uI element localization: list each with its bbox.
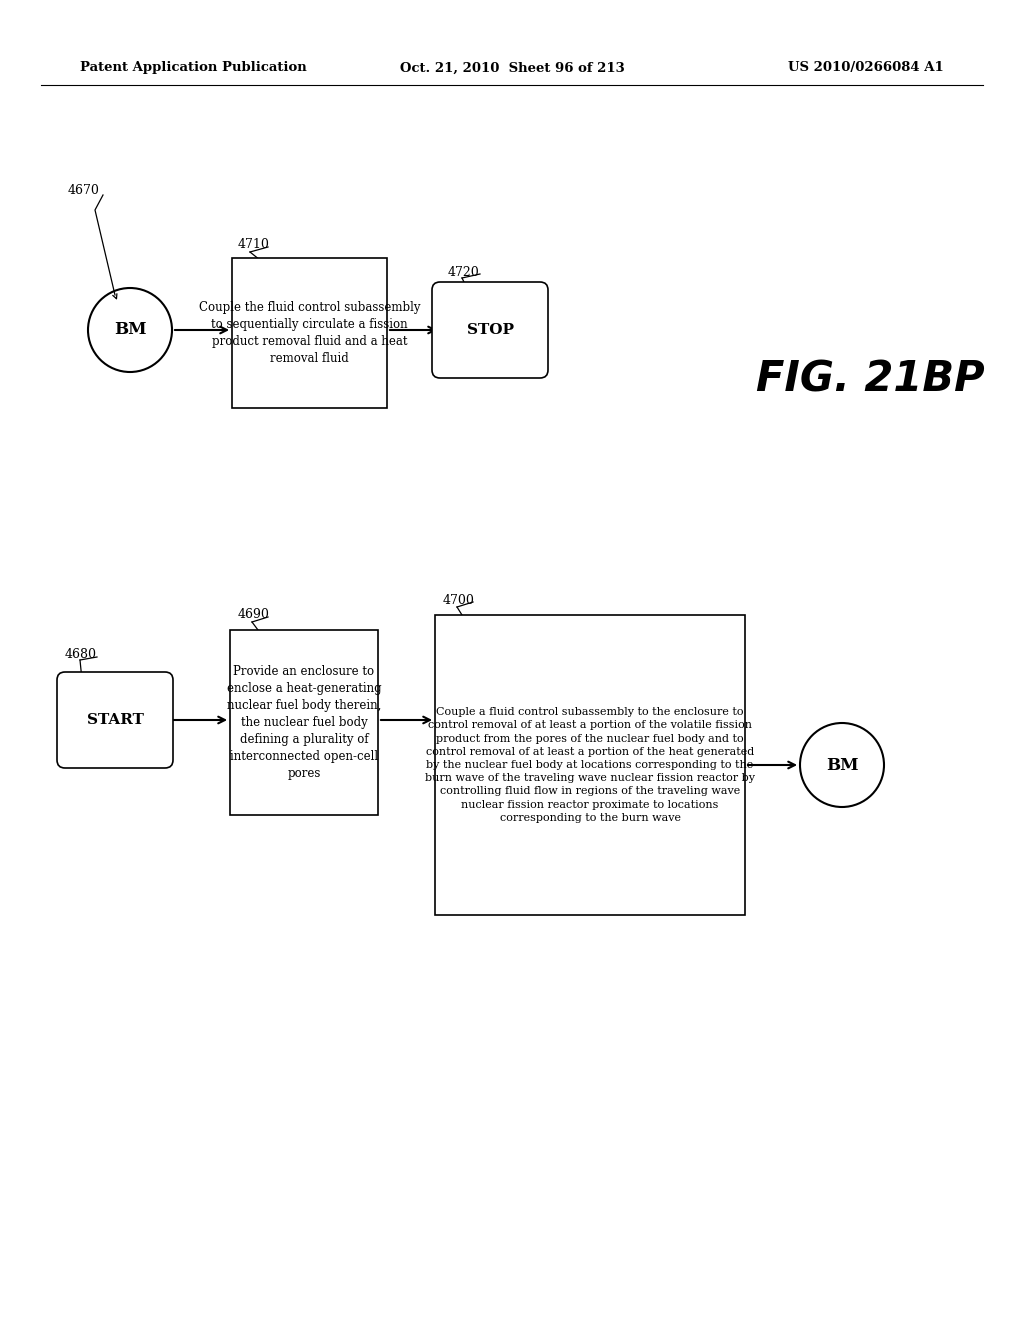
FancyBboxPatch shape bbox=[57, 672, 173, 768]
Text: BM: BM bbox=[825, 756, 858, 774]
Text: 4710: 4710 bbox=[238, 239, 270, 252]
FancyBboxPatch shape bbox=[230, 630, 378, 814]
Text: 4720: 4720 bbox=[449, 265, 480, 279]
Text: 4680: 4680 bbox=[65, 648, 97, 661]
Text: 4700: 4700 bbox=[443, 594, 475, 606]
Text: Couple a fluid control subassembly to the enclosure to
control removal of at lea: Couple a fluid control subassembly to th… bbox=[425, 708, 755, 822]
Text: Provide an enclosure to
enclose a heat-generating
nuclear fuel body therein,
the: Provide an enclosure to enclose a heat-g… bbox=[226, 665, 381, 780]
Text: FIG. 21BP: FIG. 21BP bbox=[756, 359, 984, 401]
Text: 4690: 4690 bbox=[238, 609, 270, 622]
Text: US 2010/0266084 A1: US 2010/0266084 A1 bbox=[788, 62, 944, 74]
Text: STOP: STOP bbox=[467, 323, 513, 337]
Text: Oct. 21, 2010  Sheet 96 of 213: Oct. 21, 2010 Sheet 96 of 213 bbox=[399, 62, 625, 74]
FancyBboxPatch shape bbox=[435, 615, 745, 915]
FancyBboxPatch shape bbox=[232, 257, 387, 408]
Text: BM: BM bbox=[114, 322, 146, 338]
Text: Patent Application Publication: Patent Application Publication bbox=[80, 62, 307, 74]
Text: Couple the fluid control subassembly
to sequentially circulate a fission
product: Couple the fluid control subassembly to … bbox=[199, 301, 420, 366]
Text: 4670: 4670 bbox=[68, 183, 100, 197]
FancyBboxPatch shape bbox=[432, 282, 548, 378]
Text: START: START bbox=[87, 713, 143, 727]
